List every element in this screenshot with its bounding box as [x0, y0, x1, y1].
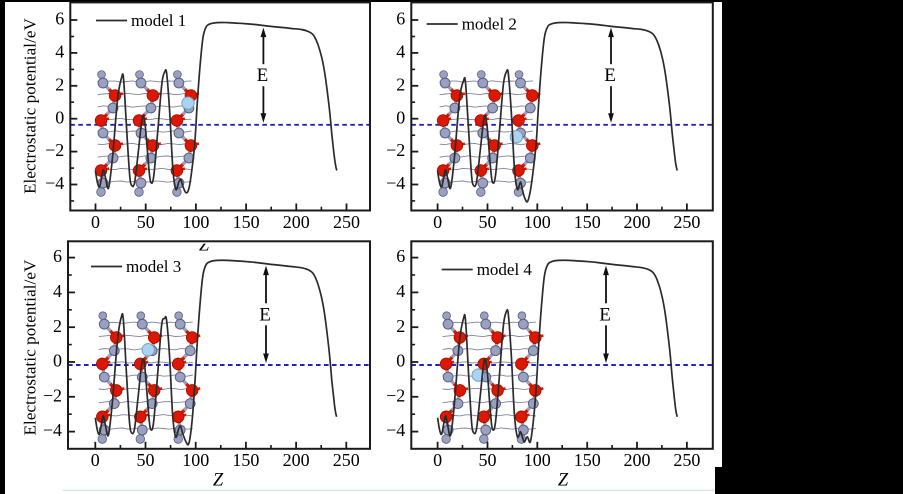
- svg-text:4: 4: [396, 281, 405, 301]
- svg-text:100: 100: [182, 450, 209, 470]
- svg-text:0: 0: [433, 212, 442, 232]
- svg-text:250: 250: [333, 450, 360, 470]
- svg-text:50: 50: [479, 212, 497, 232]
- svg-text:Electrostatic potential/eV: Electrostatic potential/eV: [21, 259, 40, 435]
- svg-text:100: 100: [524, 212, 551, 232]
- svg-text:150: 150: [233, 212, 260, 232]
- svg-text:200: 200: [624, 212, 651, 232]
- svg-text:200: 200: [283, 450, 310, 470]
- svg-text:6: 6: [55, 9, 64, 29]
- svg-text:2: 2: [396, 316, 405, 336]
- svg-text:200: 200: [624, 450, 651, 470]
- svg-text:50: 50: [479, 450, 497, 470]
- svg-text:Z: Z: [213, 471, 224, 491]
- svg-text:−4: −4: [386, 420, 405, 440]
- svg-text:50: 50: [137, 450, 155, 470]
- svg-text:−4: −4: [386, 173, 405, 193]
- svg-text:4: 4: [55, 42, 64, 62]
- svg-text:2: 2: [53, 316, 62, 336]
- svg-text:2: 2: [396, 74, 405, 94]
- svg-text:E: E: [257, 65, 269, 86]
- svg-text:6: 6: [53, 246, 62, 266]
- svg-text:6: 6: [396, 9, 405, 29]
- svg-text:E: E: [604, 65, 616, 86]
- svg-text:0: 0: [396, 107, 405, 127]
- svg-text:4: 4: [53, 281, 62, 301]
- svg-text:0: 0: [55, 107, 64, 127]
- svg-text:0: 0: [433, 450, 442, 470]
- svg-text:0: 0: [396, 351, 405, 371]
- svg-text:100: 100: [524, 450, 551, 470]
- svg-text:model 2: model 2: [462, 15, 517, 34]
- svg-text:200: 200: [283, 212, 310, 232]
- svg-text:Electrostatic potential/eV: Electrostatic potential/eV: [21, 17, 40, 193]
- svg-text:2: 2: [55, 74, 64, 94]
- svg-text:150: 150: [232, 450, 259, 470]
- svg-text:4: 4: [396, 42, 405, 62]
- svg-text:0: 0: [91, 212, 100, 232]
- svg-text:250: 250: [673, 212, 700, 232]
- svg-text:Z: Z: [558, 471, 569, 491]
- svg-text:−4: −4: [45, 173, 64, 193]
- svg-text:250: 250: [673, 450, 700, 470]
- svg-text:model 4: model 4: [477, 260, 533, 279]
- svg-text:250: 250: [333, 212, 360, 232]
- svg-text:6: 6: [396, 246, 405, 266]
- svg-text:100: 100: [182, 212, 209, 232]
- svg-text:−4: −4: [43, 420, 62, 440]
- svg-text:150: 150: [574, 212, 601, 232]
- svg-text:E: E: [599, 304, 611, 325]
- svg-text:150: 150: [574, 450, 601, 470]
- svg-text:−2: −2: [45, 140, 64, 160]
- svg-text:model 1: model 1: [131, 11, 186, 30]
- svg-text:0: 0: [91, 450, 100, 470]
- svg-text:−2: −2: [386, 385, 405, 405]
- svg-text:−2: −2: [43, 385, 62, 405]
- svg-text:model 3: model 3: [126, 257, 181, 276]
- svg-text:50: 50: [137, 212, 155, 232]
- svg-text:0: 0: [53, 351, 62, 371]
- svg-text:E: E: [259, 304, 271, 325]
- svg-text:Z: Z: [199, 235, 210, 255]
- svg-text:−2: −2: [386, 140, 405, 160]
